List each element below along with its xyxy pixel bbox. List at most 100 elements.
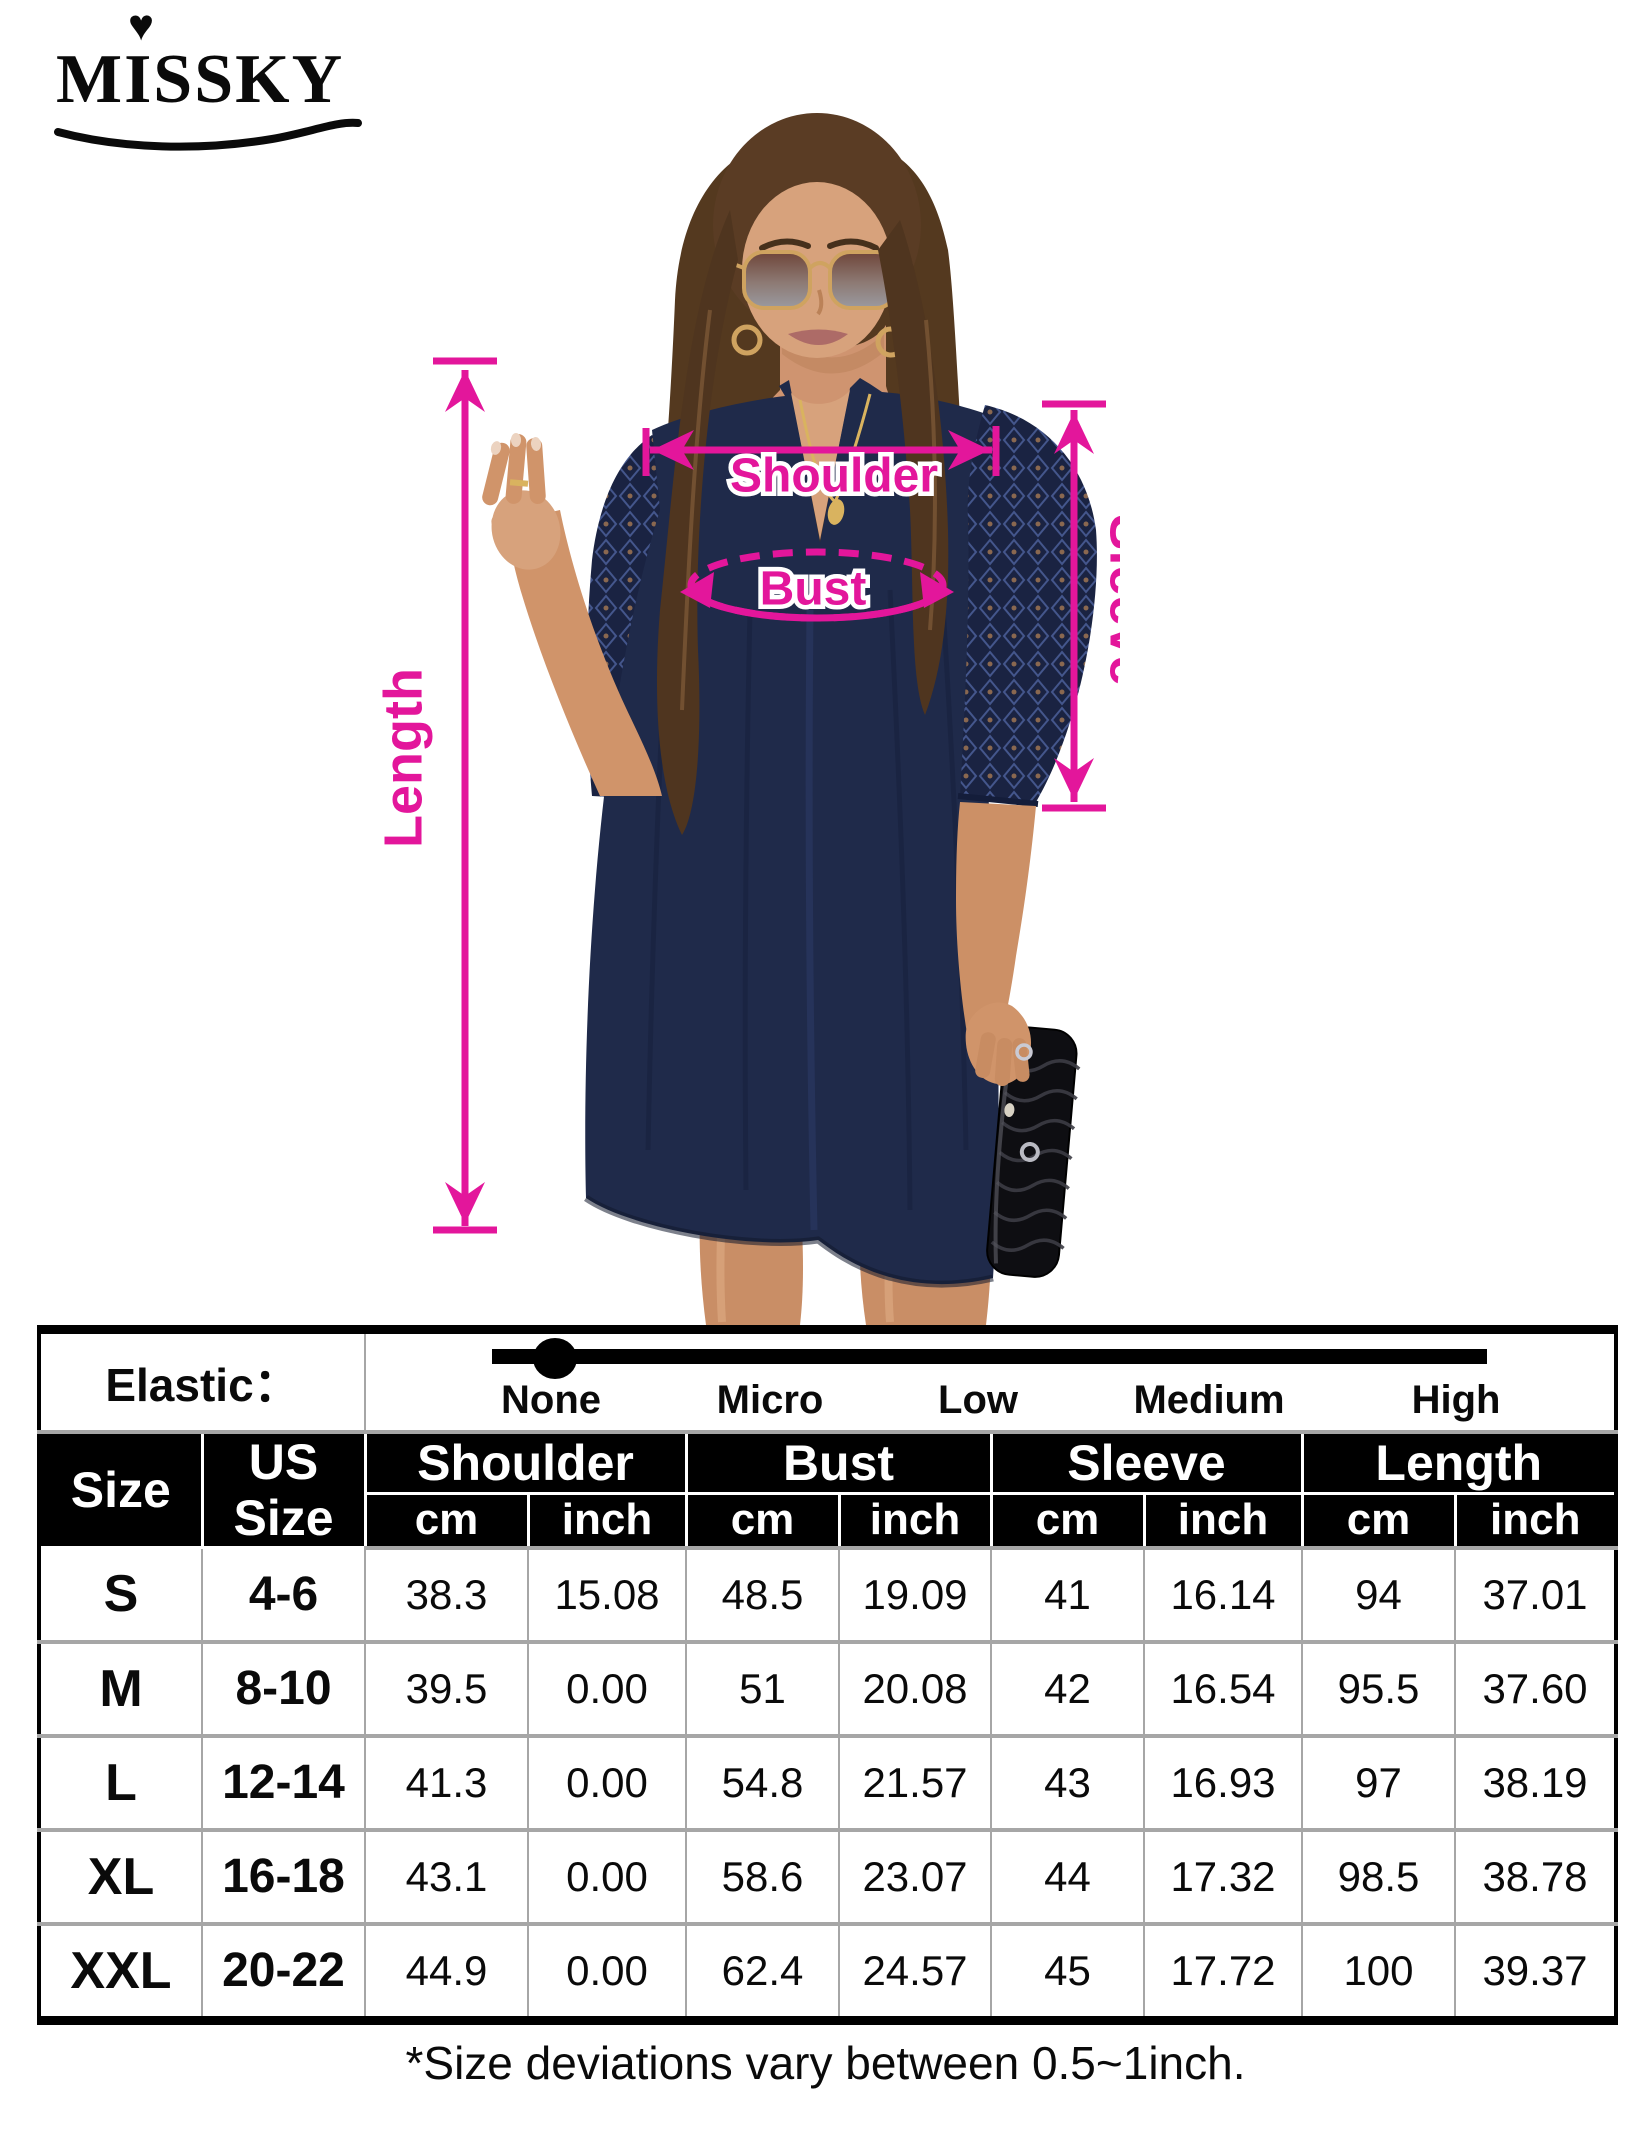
value-cell: 15.08 <box>527 1546 687 1644</box>
measurement-annotations <box>433 357 1106 1234</box>
header-group-sleeve: Sleeve <box>989 1430 1304 1496</box>
unit-header-cm: cm <box>684 1492 841 1550</box>
elastic-label: Elastic： <box>39 1329 366 1434</box>
value-cell: 42 <box>990 1640 1145 1738</box>
value-cell: 17.32 <box>1143 1828 1303 1926</box>
unit-header-cm: cm <box>989 1492 1146 1550</box>
value-cell: 37.60 <box>1454 1640 1617 1738</box>
shoulder-label: Shoulder <box>730 450 938 503</box>
value-cell: 54.8 <box>685 1734 840 1832</box>
value-cell: 41.3 <box>364 1734 529 1832</box>
us-size-cell: 20-22 <box>201 1922 366 2022</box>
sleeve-label: Sleeve <box>1099 514 1120 685</box>
value-cell: 0.00 <box>527 1828 687 1926</box>
unit-header-inch: inch <box>837 1492 993 1550</box>
value-cell: 21.57 <box>838 1734 992 1832</box>
shoulder-arrow <box>642 426 1000 476</box>
elastic-level-medium: Medium <box>1133 1378 1285 1422</box>
clutch-bag <box>986 1026 1081 1278</box>
us-size-cell: 4-6 <box>201 1546 366 1644</box>
sleeve-arrow <box>1042 400 1106 812</box>
unit-header-inch: inch <box>1453 1492 1618 1550</box>
brand-swoosh <box>54 118 362 151</box>
table-row-xxl: XXL 20-22 44.9 0.00 62.4 24.57 45 17.72 … <box>38 1922 1617 2022</box>
necklace <box>798 393 872 504</box>
value-cell: 62.4 <box>685 1922 840 2022</box>
elastic-slider-track <box>492 1349 1487 1364</box>
length-arrow <box>433 357 497 1234</box>
heart-icon: ♥ <box>128 1 155 50</box>
value-cell: 38.3 <box>364 1546 529 1644</box>
header-group-shoulder: Shoulder <box>363 1430 688 1496</box>
value-cell: 100 <box>1301 1922 1456 2022</box>
value-cell: 0.00 <box>527 1922 687 2022</box>
elastic-level-high: High <box>1411 1378 1501 1422</box>
brand-logo: ♥ MISSKY <box>52 4 382 151</box>
value-cell: 97 <box>1301 1734 1456 1832</box>
value-cell: 38.78 <box>1454 1828 1617 1926</box>
size-cell: L <box>38 1734 203 1832</box>
unit-header-cm: cm <box>363 1492 530 1550</box>
value-cell: 39.37 <box>1454 1922 1617 2022</box>
value-cell: 16.14 <box>1143 1546 1303 1644</box>
value-cell: 17.72 <box>1143 1922 1303 2022</box>
size-table: Elastic： None Micro Low Medium High Size… <box>37 1325 1618 2025</box>
size-deviation-note: *Size deviations vary between 0.5~1inch. <box>405 2037 1246 2089</box>
unit-header-inch: inch <box>1142 1492 1304 1550</box>
unit-header-cm: cm <box>1300 1492 1457 1550</box>
value-cell: 44 <box>990 1828 1145 1926</box>
value-cell: 45 <box>990 1922 1145 2022</box>
table-row-m: M 8-10 39.5 0.00 51 20.08 42 16.54 95.5 … <box>38 1640 1617 1738</box>
value-cell: 0.00 <box>527 1640 687 1738</box>
value-cell: 16.93 <box>1143 1734 1303 1832</box>
size-cell: XXL <box>38 1922 203 2022</box>
earring-icon <box>731 324 763 356</box>
value-cell: 44.9 <box>364 1922 529 2022</box>
value-cell: 37.01 <box>1454 1546 1617 1644</box>
value-cell: 16.54 <box>1143 1640 1303 1738</box>
value-cell: 38.19 <box>1454 1734 1617 1832</box>
us-size-cell: 8-10 <box>201 1640 366 1738</box>
value-cell: 94 <box>1301 1546 1456 1644</box>
header-group-length: Length <box>1300 1430 1618 1496</box>
model-photo: Shoulder Bust Sleeve Length <box>373 113 1120 1325</box>
header-group-bust: Bust <box>684 1430 993 1496</box>
table-row-l: L 12-14 41.3 0.00 54.8 21.57 43 16.93 97… <box>38 1734 1617 1832</box>
header-size: Size <box>37 1430 204 1549</box>
bust-ellipse <box>680 548 954 622</box>
lace-sleeve-right <box>957 405 1097 807</box>
value-cell: 24.57 <box>838 1922 992 2022</box>
size-cell: S <box>38 1546 203 1644</box>
value-cell: 0.00 <box>527 1734 687 1832</box>
elastic-slider-thumb <box>533 1338 577 1379</box>
elastic-level-low: Low <box>938 1378 1018 1422</box>
value-cell: 43.1 <box>364 1828 529 1926</box>
table-row-s: S 4-6 38.3 15.08 48.5 19.09 41 16.14 94 … <box>38 1546 1617 1644</box>
value-cell: 23.07 <box>838 1828 992 1926</box>
header-us-size: US Size <box>200 1430 367 1549</box>
table-row-xl: XL 16-18 43.1 0.00 58.6 23.07 44 17.32 9… <box>38 1828 1617 1926</box>
unit-header-inch: inch <box>526 1492 688 1550</box>
length-label: Length <box>373 668 433 848</box>
raised-arm <box>482 433 662 796</box>
value-cell: 43 <box>990 1734 1145 1832</box>
value-cell: 19.09 <box>838 1546 992 1644</box>
value-cell: 20.08 <box>838 1640 992 1738</box>
hanging-arm <box>956 802 1036 1087</box>
face <box>713 113 921 358</box>
elastic-level-none: None <box>501 1378 601 1422</box>
us-size-cell: 16-18 <box>201 1828 366 1926</box>
value-cell: 48.5 <box>685 1546 840 1644</box>
elastic-level-micro: Micro <box>716 1378 824 1422</box>
value-cell: 58.6 <box>685 1828 840 1926</box>
elastic-scale: None Micro Low Medium High <box>365 1329 1616 1434</box>
value-cell: 41 <box>990 1546 1145 1644</box>
value-cell: 95.5 <box>1301 1640 1456 1738</box>
us-size-cell: 12-14 <box>201 1734 366 1832</box>
size-cell: M <box>38 1640 203 1738</box>
brand-name: MISSKY <box>56 41 345 118</box>
value-cell: 51 <box>685 1640 840 1738</box>
size-cell: XL <box>38 1828 203 1926</box>
bust-label: Bust <box>760 563 867 616</box>
